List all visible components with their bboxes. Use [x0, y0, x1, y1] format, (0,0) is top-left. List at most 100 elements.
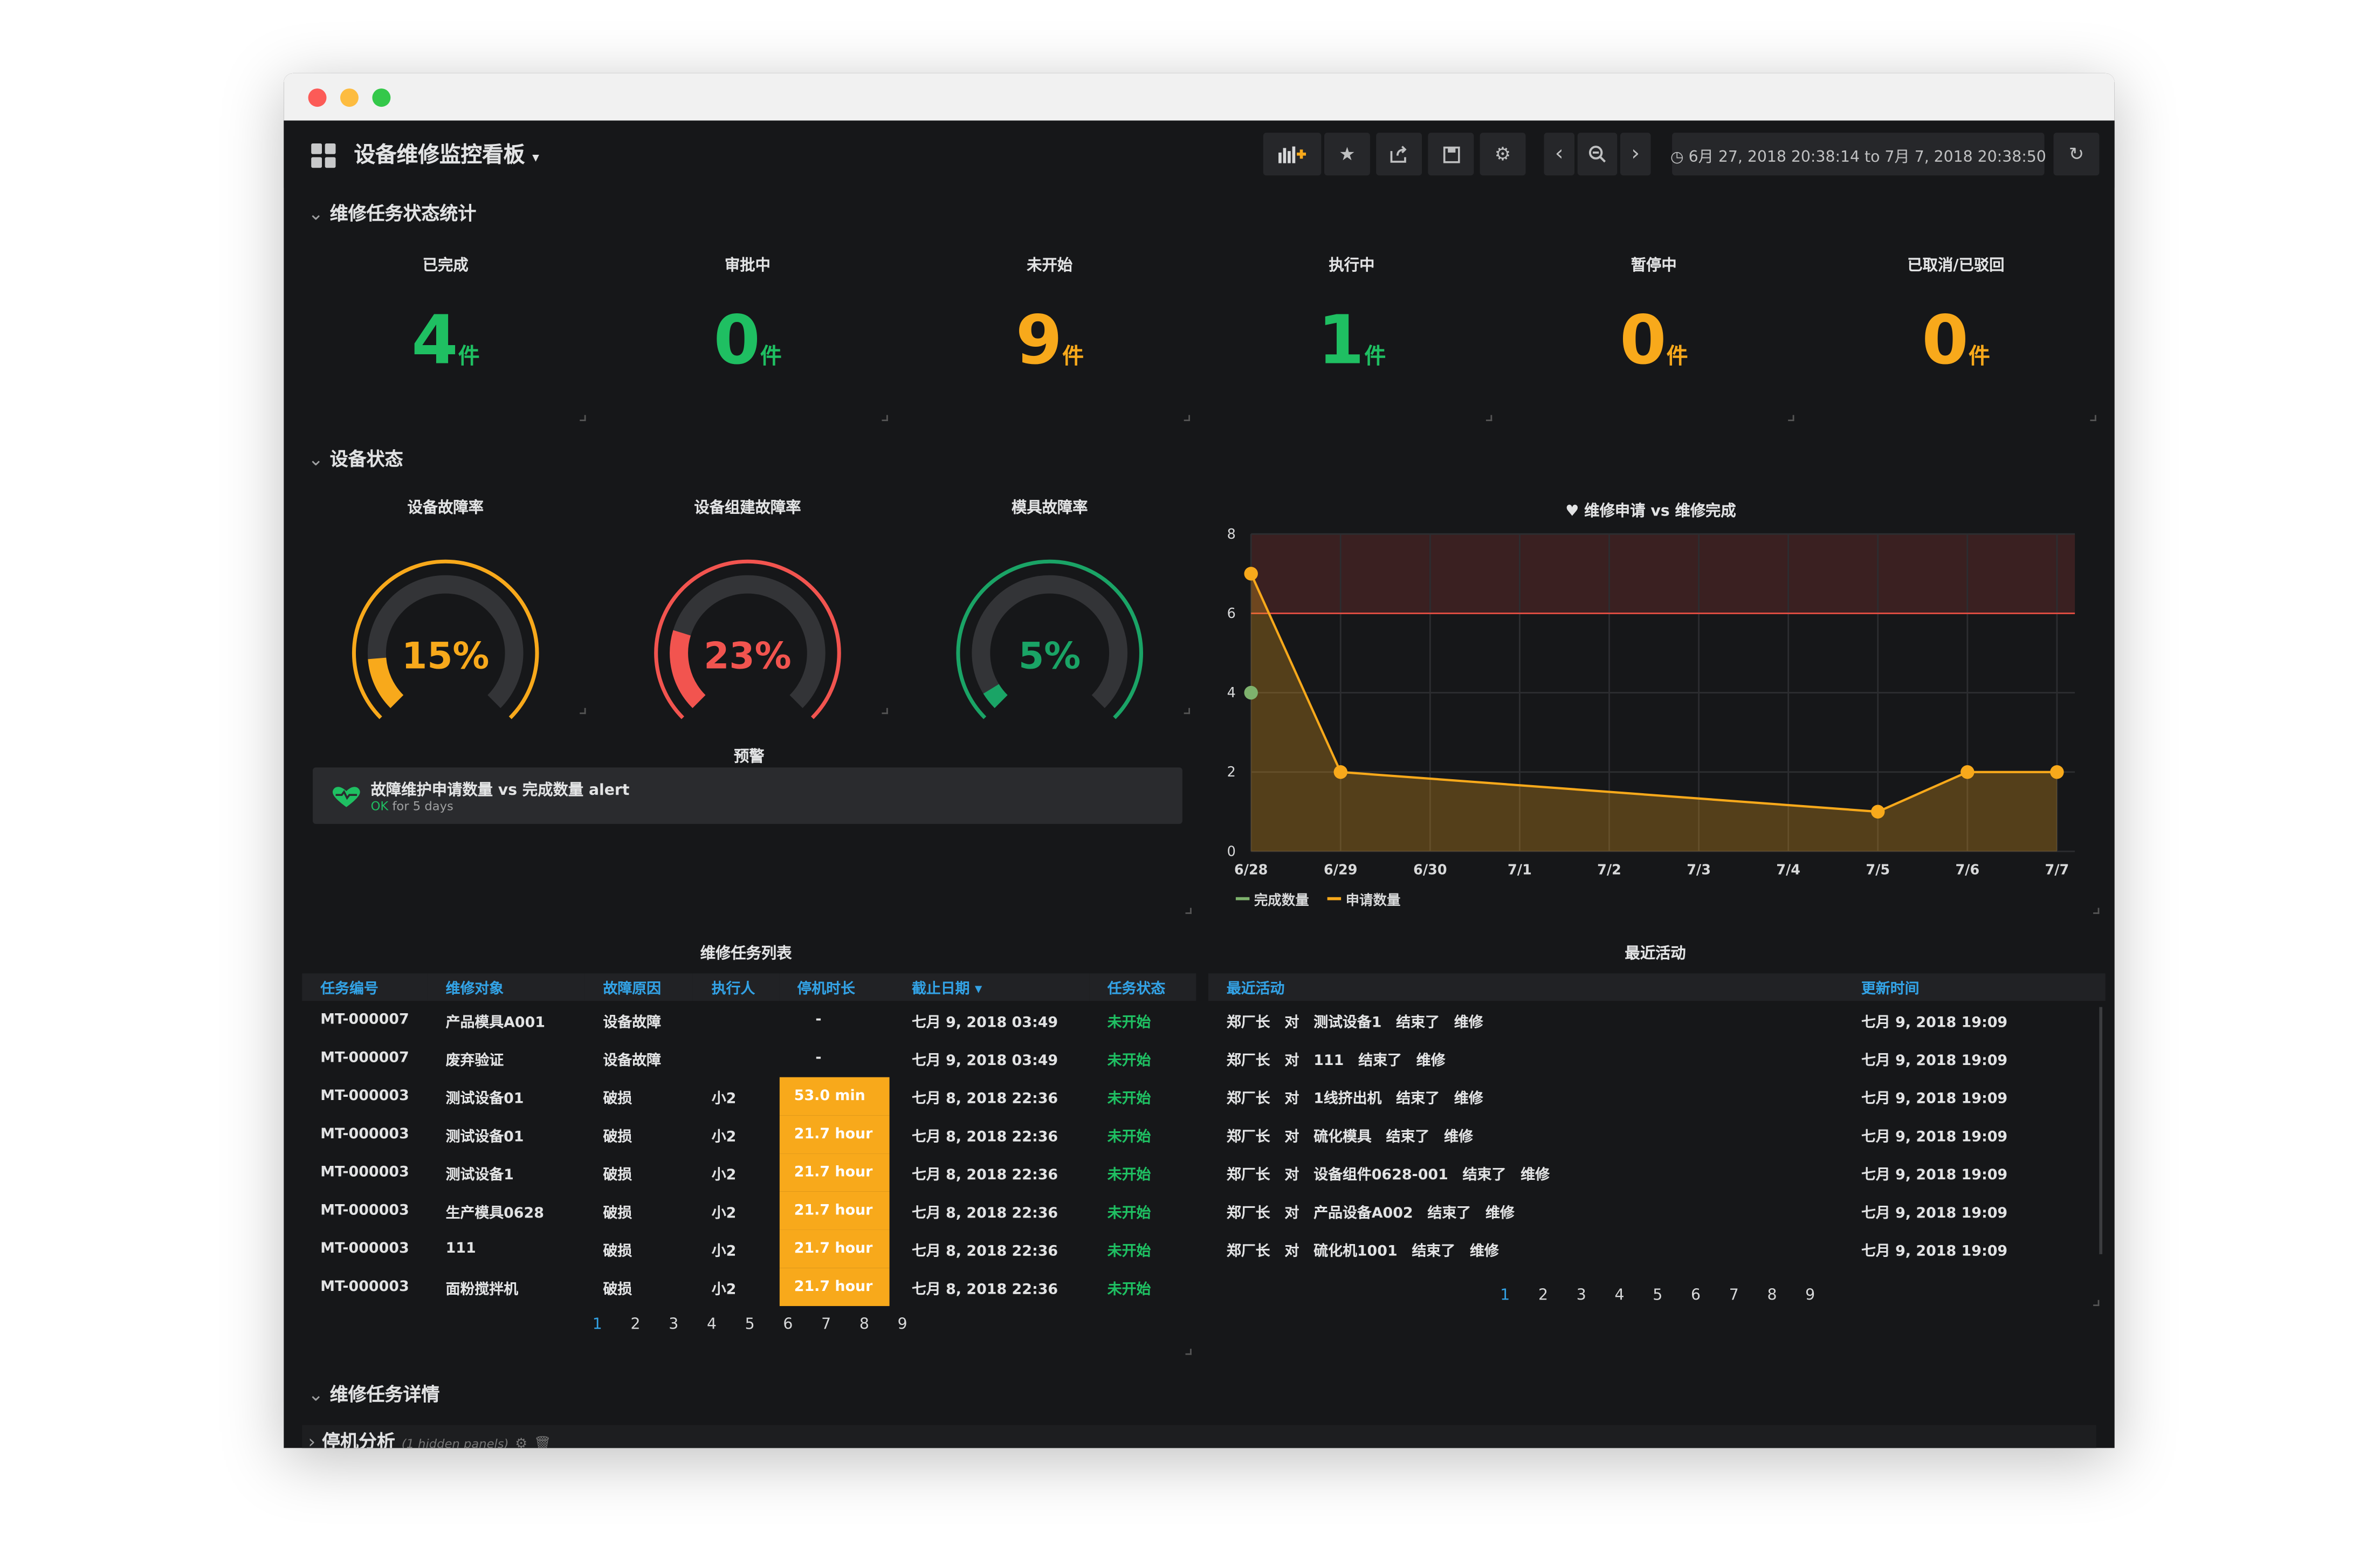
table-cell: 破损: [603, 1128, 632, 1145]
resize-handle[interactable]: [1185, 908, 1192, 914]
time-range-picker[interactable]: ◷ 6月 27, 2018 20:38:14 to 7月 7, 2018 20:…: [1670, 133, 2046, 176]
table-row[interactable]: MT-000003 测试设备01 破损 小2 53.0 min 七月 8, 2018 22…: [302, 1077, 1196, 1116]
activity-scrollbar[interactable]: [2099, 1007, 2103, 1254]
series-point[interactable]: [1333, 765, 1348, 779]
page-link[interactable]: 4: [1614, 1288, 1625, 1305]
table-row[interactable]: 郑厂长 对 设备组件0628-001 结束了 维修 七月 9, 2018 19:0…: [1208, 1153, 2106, 1192]
line-chart[interactable]: 0 2 4 6 8 6/28 6/29 6/30 7/1 7/2 7/3 7/4 7/5 7/6 7/7 完成…: [1208, 519, 2108, 918]
row-header-equipment-status[interactable]: ⌄ 设备状态: [308, 445, 403, 471]
page-link[interactable]: 6: [1690, 1288, 1701, 1305]
time-back-button[interactable]: ‹: [1544, 133, 1575, 176]
resize-handle[interactable]: [882, 707, 888, 714]
stat-value-wrap: 9件: [900, 307, 1199, 375]
series-point[interactable]: [1244, 567, 1258, 581]
page-link[interactable]: 1: [1500, 1288, 1510, 1305]
column-header[interactable]: 任务状态: [1089, 973, 1196, 1001]
column-header[interactable]: 任务编号: [302, 973, 428, 1001]
minimize-window-button[interactable]: [340, 88, 359, 107]
table-row[interactable]: 郑厂长 对 硫化模具 结束了 维修 七月 9, 2018 19:09: [1208, 1115, 2106, 1153]
series-point[interactable]: [1961, 765, 1975, 779]
stat-label: 已完成: [422, 258, 469, 275]
resize-handle[interactable]: [1184, 415, 1191, 421]
page-link[interactable]: 9: [1805, 1288, 1815, 1305]
page-link[interactable]: 8: [859, 1316, 869, 1334]
table-row[interactable]: MT-000003 111 破损 小2 21.7 hour 七月 8, 2018 22:3…: [302, 1229, 1196, 1268]
gear-icon[interactable]: ⚙: [515, 1437, 528, 1448]
table-cell: MT-000003: [320, 1088, 409, 1105]
page-link[interactable]: 7: [821, 1316, 831, 1334]
column-header[interactable]: 更新时间: [1843, 973, 2106, 1001]
legend-label[interactable]: 完成数量: [1254, 892, 1309, 909]
page-link[interactable]: 3: [1576, 1288, 1586, 1305]
settings-button[interactable]: ⚙: [1480, 133, 1526, 176]
zoom-out-button[interactable]: [1577, 133, 1618, 176]
table-cell: 未开始: [1107, 1242, 1151, 1260]
row-header-downtime[interactable]: › 停机分析 (1 hidden panels) ⚙ 🗑: [302, 1425, 2096, 1448]
save-button[interactable]: [1428, 133, 1474, 176]
gauge-value: 5%: [1019, 635, 1081, 677]
table-row[interactable]: MT-000003 测试设备1 破损 小2 21.7 hour 七月 8, 2018 22…: [302, 1153, 1196, 1192]
page-link[interactable]: 1: [592, 1316, 602, 1334]
table-row[interactable]: MT-000007 废弃验证 设备故障 - 七月 9, 2018 03:49 未开始: [302, 1039, 1196, 1077]
page-link[interactable]: 2: [630, 1316, 641, 1334]
table-row[interactable]: 郑厂长 对 测试设备1 结束了 维修 七月 9, 2018 19:09: [1208, 1001, 2106, 1039]
table-row[interactable]: MT-000007 产品模具A001 设备故障 - 七月 9, 2018 03:49 未开…: [302, 1001, 1196, 1039]
dashboard-title[interactable]: 设备维修监控看板 ▾: [354, 139, 539, 169]
page-link[interactable]: 2: [1538, 1288, 1549, 1305]
star-button[interactable]: ★: [1324, 133, 1370, 176]
table-row[interactable]: 郑厂长 对 1线挤出机 结束了 维修 七月 9, 2018 19:09: [1208, 1077, 2106, 1116]
column-header[interactable]: 执行人: [693, 973, 779, 1001]
column-header[interactable]: 维修对象: [427, 973, 585, 1001]
page-link[interactable]: 9: [897, 1316, 907, 1334]
series-point[interactable]: [1244, 685, 1258, 700]
add-panel-button[interactable]: [1263, 133, 1322, 176]
series-point[interactable]: [2050, 765, 2064, 779]
table-cell: 郑厂长 对 产品设备A002 结束了 维修: [1226, 1204, 1515, 1222]
share-button[interactable]: [1376, 133, 1422, 176]
resize-handle[interactable]: [2090, 415, 2096, 421]
close-window-button[interactable]: [308, 88, 327, 107]
page-link[interactable]: 5: [745, 1316, 755, 1334]
series-point[interactable]: [1871, 805, 1885, 819]
table-row[interactable]: 郑厂长 对 产品设备A002 结束了 维修 七月 9, 2018 19:09: [1208, 1192, 2106, 1230]
table-row[interactable]: MT-000003 测试设备01 破损 小2 21.7 hour 七月 8, 2018 2…: [302, 1115, 1196, 1154]
resize-handle[interactable]: [2093, 1300, 2100, 1307]
dashboard-grid-icon[interactable]: [311, 143, 337, 169]
table-row[interactable]: MT-000003 面粉搅拌机 破损 小2 21.7 hour 七月 8, 2018 22…: [302, 1268, 1196, 1307]
resize-handle[interactable]: [1184, 707, 1191, 714]
page-link[interactable]: 6: [783, 1316, 793, 1334]
y-tick-label: 0: [1227, 843, 1236, 860]
resize-handle[interactable]: [1788, 415, 1794, 421]
time-forward-button[interactable]: ›: [1620, 133, 1651, 176]
x-tick-label: 6/29: [1324, 862, 1357, 878]
column-header[interactable]: 停机时长: [779, 973, 894, 1001]
maximize-window-button[interactable]: [372, 88, 391, 107]
resize-handle[interactable]: [1185, 1349, 1192, 1355]
alert-list-item[interactable]: 故障维护申请数量 vs 完成数量 alert OK for 5 days: [313, 767, 1182, 824]
legend-label[interactable]: 申请数量: [1346, 892, 1401, 909]
table-cell: 未开始: [1107, 1281, 1151, 1298]
trash-icon[interactable]: 🗑: [534, 1437, 552, 1448]
row-header-status-stats[interactable]: ⌄ 维修任务状态统计: [308, 200, 477, 226]
row-header-task-details[interactable]: ⌄ 维修任务详情: [308, 1381, 440, 1407]
column-header[interactable]: 故障原因: [584, 973, 693, 1001]
resize-handle[interactable]: [580, 415, 586, 421]
resize-handle[interactable]: [580, 707, 586, 714]
column-header[interactable]: 截止日期 ▾: [893, 973, 1089, 1001]
column-header[interactable]: 最近活动: [1208, 973, 1844, 1001]
table-row[interactable]: MT-000003 生产模具0628 破损 小2 21.7 hour 七月 8, 2018…: [302, 1191, 1196, 1230]
page-link[interactable]: 5: [1653, 1288, 1663, 1305]
table-row[interactable]: 郑厂长 对 硫化机1001 结束了 维修 七月 9, 2018 19:09: [1208, 1230, 2106, 1268]
stat-value-wrap: 0件: [1504, 307, 1804, 375]
table-cell: 七月 9, 2018 03:49: [911, 1052, 1058, 1069]
page-link[interactable]: 7: [1729, 1288, 1739, 1305]
resize-handle[interactable]: [2093, 908, 2100, 914]
page-link[interactable]: 4: [706, 1316, 717, 1334]
resize-handle[interactable]: [882, 415, 888, 421]
gauge-min: 0: [365, 721, 381, 723]
page-link[interactable]: 3: [669, 1316, 679, 1334]
table-row[interactable]: 郑厂长 对 111 结束了 维修 七月 9, 2018 19:09: [1208, 1039, 2106, 1077]
refresh-button[interactable]: ↻: [2053, 133, 2100, 176]
resize-handle[interactable]: [1485, 415, 1492, 421]
page-link[interactable]: 8: [1767, 1288, 1777, 1305]
